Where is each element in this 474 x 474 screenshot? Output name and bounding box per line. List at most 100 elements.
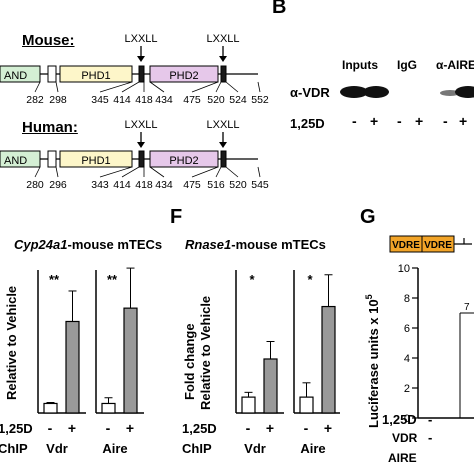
human-label: Human: xyxy=(22,119,78,136)
chart-e-group-aire: Aire xyxy=(102,441,127,456)
human-pos-545: 545 xyxy=(251,179,269,191)
chart-e-sig-1: ** xyxy=(49,272,60,287)
band-input-plus xyxy=(363,86,389,98)
mouse-pos-434: 434 xyxy=(155,94,173,106)
mouse-pos-345: 345 xyxy=(91,94,109,106)
human-pos-414: 414 xyxy=(113,179,131,191)
chart-f-sign-1: + xyxy=(266,420,274,436)
human-pos-343: 343 xyxy=(91,179,109,191)
chart-e-bar-3 xyxy=(123,307,138,414)
panel-letter-g: G xyxy=(360,206,376,228)
g-tick-0: 0 xyxy=(404,413,410,425)
chart-f-chip-label: ChIP xyxy=(182,441,212,456)
chart-f-sign-2: - xyxy=(304,420,309,436)
human-pos-418: 418 xyxy=(135,179,153,191)
chart-f-ylabel-1: Fold change xyxy=(182,323,197,400)
human-phd1-label: PHD1 xyxy=(81,155,110,167)
chart-f-title-gene: Rnase1 xyxy=(185,237,232,252)
chart-e-sign-3: + xyxy=(126,420,134,436)
mouse-phd2-label: PHD2 xyxy=(169,70,198,82)
chart-e-chip-label: ChIP xyxy=(0,441,28,456)
chart-e-bar-0 xyxy=(43,402,58,414)
western-blot xyxy=(340,86,474,98)
g-vdr-sign: - xyxy=(428,430,432,445)
mouse-pos-520: 520 xyxy=(207,94,225,106)
g-aire-label: AIRE xyxy=(388,451,417,465)
chart-f-bar-3 xyxy=(321,305,336,414)
sign-b-1: - xyxy=(352,113,357,129)
g-vdr-label: VDR xyxy=(392,431,418,445)
g-treat-label: 1,25D xyxy=(382,412,417,427)
mouse-label: Mouse: xyxy=(22,32,75,49)
chart-e-treat-label: 1,25D xyxy=(0,421,33,436)
chart-f-sig-2: * xyxy=(307,272,313,287)
col-aire: α-AIRE xyxy=(436,58,474,72)
sign-b-2: + xyxy=(370,113,379,129)
chart-e-sign-1: + xyxy=(68,420,76,436)
mouse-pos-418: 418 xyxy=(135,94,153,106)
chart-e-title-rest: -mouse mTECs xyxy=(67,237,163,252)
domain-diagrams: LXXLL LXXLL AND PHD1 PHD2 282 298 345 414 41… xyxy=(0,33,269,191)
g-tick-7: 7 xyxy=(464,302,470,313)
chart-f-bar-1 xyxy=(263,358,278,414)
treat-label-b: 1,25D xyxy=(290,116,325,131)
mouse-lxxll-2: LXXLL xyxy=(206,33,239,45)
band-aire-minus xyxy=(440,90,460,96)
human-lxxll-2: LXXLL xyxy=(206,119,239,131)
chart-f-group-aire: Aire xyxy=(300,441,325,456)
chart-g: VDRE VDRE 10 8 6 4 2 0 7 1,25D - VDR - AIRE L… xyxy=(364,235,474,465)
human-pos-280: 280 xyxy=(26,179,44,191)
mouse-pos-524: 524 xyxy=(229,94,247,106)
g-tick-10: 10 xyxy=(398,263,410,275)
chart-e-bar-2 xyxy=(101,402,116,414)
vdre-label-2: VDRE xyxy=(424,240,452,251)
mouse-pos-552: 552 xyxy=(251,94,269,106)
sign-b-3: - xyxy=(397,113,402,129)
sign-b-6: + xyxy=(459,113,468,129)
chart-f-group-vdr: Vdr xyxy=(244,441,266,456)
chart-f-bar-2 xyxy=(299,396,314,414)
human-phd2-label: PHD2 xyxy=(169,155,198,167)
chart-e-sign-0: - xyxy=(48,420,53,436)
chart-e-sign-2: - xyxy=(106,420,111,436)
human-and-label: AND xyxy=(4,155,27,167)
mouse-lxxll-1: LXXLL xyxy=(124,33,157,45)
mouse-phd1-label: PHD1 xyxy=(81,70,110,82)
g-tick-4: 4 xyxy=(404,353,410,365)
panel-letter-f: F xyxy=(170,206,183,228)
human-pos-434: 434 xyxy=(155,179,173,191)
chart-e: ** **1,25D - + - +ChIP Vdr Aire xyxy=(0,267,144,456)
chart-f-sign-0: - xyxy=(246,420,251,436)
mouse-pos-414: 414 xyxy=(113,94,131,106)
mouse-pos-298: 298 xyxy=(49,94,67,106)
chart-e-group-vdr: Vdr xyxy=(46,441,68,456)
sign-b-4: + xyxy=(415,113,424,129)
chart-f-title: Rnase1-mouse mTECs xyxy=(185,237,326,252)
chart-e-title: Cyp24a1-mouse mTECs xyxy=(14,237,162,252)
chart-f-title-rest: -mouse mTECs xyxy=(231,237,326,252)
human-pos-516: 516 xyxy=(207,179,225,191)
chart-e-sig-2: ** xyxy=(107,272,118,287)
chart-f-sign-3: + xyxy=(324,420,332,436)
band-aire-plus xyxy=(455,86,474,98)
sign-b-5: - xyxy=(443,113,448,129)
mouse-pos-282: 282 xyxy=(26,94,44,106)
g-tick-2: 2 xyxy=(404,383,410,395)
chart-e-bar-1 xyxy=(65,320,80,414)
chart-e-title-gene: Cyp24a1 xyxy=(14,237,68,252)
chart-f-bar-0 xyxy=(241,396,256,414)
panel-letter-b: B xyxy=(272,0,287,18)
mouse-pos-475: 475 xyxy=(183,94,201,106)
g-tick-6: 6 xyxy=(404,323,410,335)
human-lxxll-1: LXXLL xyxy=(124,119,157,131)
human-pos-475: 475 xyxy=(183,179,201,191)
g-treat-sign: - xyxy=(428,412,432,427)
human-pos-520: 520 xyxy=(229,179,247,191)
col-igg: IgG xyxy=(397,58,417,72)
chart-f-ylabel-2: Relative to Vehicle xyxy=(198,296,213,410)
g-tick-8: 8 xyxy=(404,293,410,305)
mouse-and-label: AND xyxy=(4,70,27,82)
human-pos-296: 296 xyxy=(49,179,67,191)
col-inputs: Inputs xyxy=(342,58,378,72)
